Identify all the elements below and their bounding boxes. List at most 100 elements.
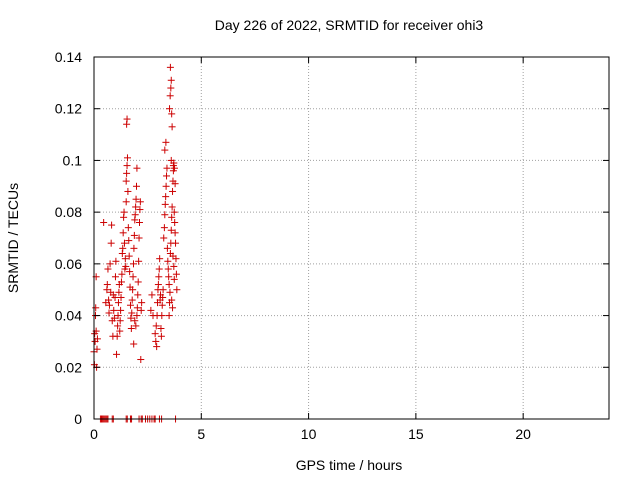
data-point <box>132 195 140 203</box>
data-point <box>120 239 128 247</box>
data-point <box>111 273 119 281</box>
data-point <box>135 257 143 265</box>
data-point <box>137 356 145 364</box>
y-tick-labels: 0 0.02 0.04 0.06 0.08 0.1 0.12 0.14 <box>55 49 82 427</box>
data-point <box>154 281 162 289</box>
data-point <box>168 123 176 131</box>
data-point <box>138 299 146 307</box>
data-point <box>162 138 170 146</box>
data-point <box>163 244 171 252</box>
data-point <box>92 304 100 312</box>
data-point <box>166 92 174 100</box>
data-point <box>135 234 143 242</box>
data-point <box>166 288 174 296</box>
data-point <box>136 198 144 206</box>
data-point <box>123 115 131 123</box>
data-point <box>130 231 138 239</box>
data-point <box>159 293 167 301</box>
data-point <box>125 252 133 260</box>
chart-title: Day 226 of 2022, SRMTID for receiver ohi… <box>215 17 484 33</box>
data-point <box>160 234 168 242</box>
data-point <box>157 325 165 332</box>
data-point <box>170 262 178 270</box>
data-point <box>133 304 141 312</box>
data-point <box>126 268 134 276</box>
data-point <box>153 343 161 351</box>
x-tick-label: 15 <box>408 426 424 442</box>
data-point <box>121 255 129 263</box>
data-point <box>117 306 125 314</box>
data-point <box>159 286 167 294</box>
data-point <box>124 187 132 195</box>
data-point <box>169 252 177 260</box>
data-point <box>123 169 131 177</box>
data-point <box>170 275 178 283</box>
data-point <box>158 301 166 309</box>
data-point <box>103 281 111 289</box>
y-tick-label: 0.12 <box>55 101 82 117</box>
data-point <box>117 293 125 301</box>
data-point <box>167 226 175 234</box>
data-point <box>114 312 122 320</box>
data-point <box>161 200 169 208</box>
data-point <box>115 288 123 296</box>
data-point <box>171 229 179 237</box>
y-axis-label: SRMTID / TECUs <box>5 183 21 293</box>
data-point <box>132 182 140 190</box>
axis-ticks <box>93 56 609 420</box>
data-point <box>108 221 116 229</box>
data-point <box>171 218 179 226</box>
data-point <box>129 273 137 281</box>
data-point <box>119 244 127 252</box>
data-point <box>135 218 143 226</box>
data-point <box>123 154 131 162</box>
data-point <box>100 218 108 226</box>
y-tick-label: 0.06 <box>55 256 82 272</box>
x-tick-label: 0 <box>90 426 98 442</box>
data-point <box>169 187 177 195</box>
data-point <box>172 239 180 247</box>
data-point <box>106 260 114 268</box>
data-point <box>152 322 160 330</box>
data-point <box>167 156 175 164</box>
data-point <box>136 206 144 214</box>
data-point <box>126 301 134 309</box>
data-point <box>113 332 121 340</box>
data-point <box>155 273 163 281</box>
data-point <box>163 164 171 172</box>
data-point <box>171 180 179 188</box>
data-point <box>104 265 112 273</box>
data-point <box>122 198 130 206</box>
x-tick-label: 10 <box>301 426 317 442</box>
data-point <box>110 306 118 314</box>
y-tick-label: 0.08 <box>55 204 82 220</box>
data-point <box>165 273 173 281</box>
data-point <box>122 177 130 185</box>
data-point <box>105 296 113 304</box>
data-point <box>161 146 169 154</box>
data-point <box>166 105 174 113</box>
data-point <box>147 306 155 314</box>
data-point <box>93 335 101 343</box>
data-point <box>134 278 142 286</box>
y-tick-label: 0.1 <box>63 152 83 168</box>
data-point <box>164 257 172 265</box>
data-point <box>163 172 171 180</box>
data-point <box>105 301 113 309</box>
y-tick-label: 0.04 <box>55 308 82 324</box>
data-point <box>168 110 176 118</box>
data-point <box>119 229 127 237</box>
data-point <box>128 309 136 317</box>
data-point <box>151 330 159 338</box>
data-point <box>111 293 119 301</box>
data-point <box>120 208 128 216</box>
data-point <box>160 224 168 232</box>
data-point <box>161 211 169 219</box>
x-tick-labels: 0 5 10 15 20 <box>90 426 531 442</box>
data-point <box>93 345 101 353</box>
data-point <box>131 211 139 219</box>
data-point <box>164 265 172 273</box>
data-point <box>162 193 170 201</box>
data-point <box>155 265 163 273</box>
data-point <box>125 237 133 245</box>
